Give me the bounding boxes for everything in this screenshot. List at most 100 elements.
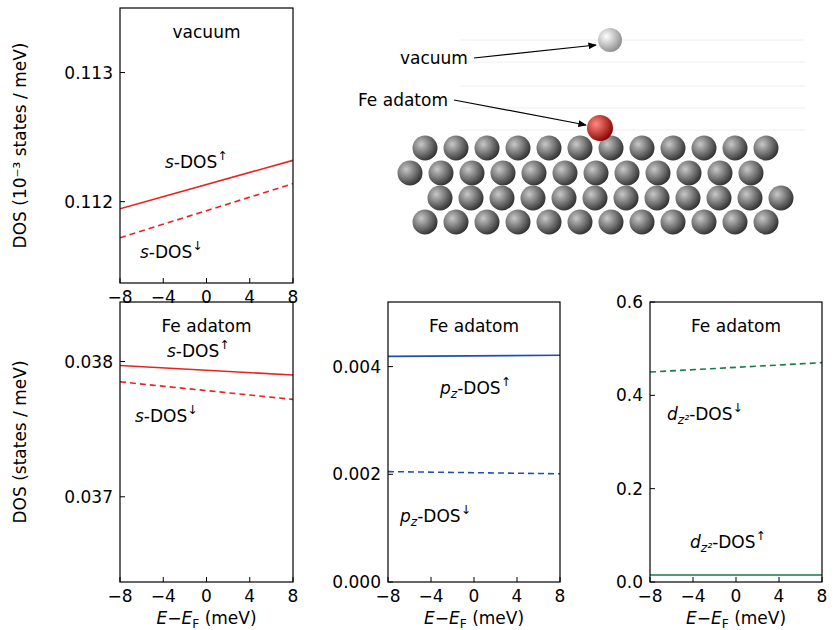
fe-adatom <box>587 115 613 141</box>
surface-atom <box>444 210 469 235</box>
x-tick-label: 8 <box>817 586 828 606</box>
x-tick <box>163 278 164 283</box>
surface-atom <box>754 136 779 161</box>
surface-atom <box>537 210 562 235</box>
x-tick-label: −4 <box>680 586 705 606</box>
surface-atom <box>429 161 454 186</box>
series-label: dz²-DOS↓ <box>667 401 743 427</box>
arrow <box>454 100 586 125</box>
surface-atom <box>475 210 500 235</box>
surface-atom <box>521 186 546 211</box>
y-tick <box>388 582 393 583</box>
surface-atom <box>676 186 701 211</box>
surface-atom <box>646 161 671 186</box>
surface-atom <box>677 161 702 186</box>
x-tick <box>206 577 207 582</box>
diagram: vacuum Fe adatom <box>358 28 805 235</box>
y-tick <box>120 361 125 362</box>
surface-atom <box>490 186 515 211</box>
guide-line <box>460 108 805 109</box>
surface-atom <box>506 136 531 161</box>
panel: −8−40480.00.20.40.6Fe adatomE−EF (meV)dz… <box>616 292 827 630</box>
surface-atom <box>707 186 732 211</box>
surface-atom <box>552 186 577 211</box>
surface-atom <box>444 136 469 161</box>
x-axis-title: E−EF (meV) <box>156 608 256 630</box>
x-tick-label: 0 <box>201 586 212 606</box>
y-tick-label: 0.037 <box>64 487 113 507</box>
x-tick-label: 4 <box>244 586 255 606</box>
x-tick-label: −4 <box>418 586 443 606</box>
y-tick <box>388 474 393 475</box>
surface-atom <box>645 186 670 211</box>
x-tick-label: 4 <box>512 586 523 606</box>
surface-atom <box>661 136 686 161</box>
y-axis-title: DOS (states / meV) <box>10 360 30 523</box>
y-tick-label: 0.004 <box>332 357 381 377</box>
x-tick <box>474 577 475 582</box>
series-line <box>388 472 560 474</box>
plot-frame <box>388 302 560 582</box>
y-tick <box>650 582 655 583</box>
panel-title: Fe adatom <box>429 316 519 336</box>
plot-area <box>650 363 822 575</box>
x-tick <box>206 278 207 283</box>
y-tick-label: 0.0 <box>616 572 643 592</box>
surface-atom <box>428 186 453 211</box>
x-tick-label: −8 <box>107 586 132 606</box>
x-tick <box>293 577 294 582</box>
x-tick <box>163 577 164 582</box>
guide-line <box>460 86 805 87</box>
x-tick <box>293 278 294 283</box>
surface-atom <box>599 210 624 235</box>
panel-title: vacuum <box>173 22 241 42</box>
x-tick <box>120 278 121 283</box>
x-tick <box>822 577 823 582</box>
y-tick-label: 0.002 <box>332 464 381 484</box>
y-tick <box>120 72 125 73</box>
x-tick-label: 0 <box>469 586 480 606</box>
plot-frame <box>120 302 293 582</box>
panel: −8−40480.0370.038Fe adatomE−EF (meV)DOS … <box>10 302 298 630</box>
diagram-label: vacuum <box>400 48 468 68</box>
x-axis-title: E−EF (meV) <box>686 608 786 630</box>
x-tick-label: −4 <box>151 287 176 307</box>
surface-atom <box>583 186 608 211</box>
series-label: dz²-DOS↑ <box>690 529 766 555</box>
surface-atom <box>506 210 531 235</box>
y-tick <box>650 302 655 303</box>
panel-title: Fe adatom <box>691 316 781 336</box>
x-tick <box>431 577 432 582</box>
surface-atom <box>584 161 609 186</box>
series-label: s-DOS↑ <box>167 338 230 361</box>
x-axis-title: E−EF (meV) <box>424 608 524 630</box>
plot-area <box>388 355 560 473</box>
x-tick-label: 8 <box>555 586 566 606</box>
x-tick <box>693 577 694 582</box>
plot-area <box>120 366 293 400</box>
surface-atom <box>754 210 779 235</box>
series-label: s-DOS↑ <box>165 149 228 172</box>
surface-atom <box>568 136 593 161</box>
surface-atom <box>738 186 763 211</box>
x-tick <box>517 577 518 582</box>
surface-atom <box>537 136 562 161</box>
x-tick <box>120 577 121 582</box>
surface-atom <box>630 136 655 161</box>
diagram-label: Fe adatom <box>358 90 448 110</box>
series-line <box>650 363 822 372</box>
y-axis-title: DOS (10⁻³ states / meV) <box>10 43 30 249</box>
surface-atom <box>614 186 639 211</box>
surface-atom <box>739 161 764 186</box>
surface-atom <box>491 161 516 186</box>
x-tick <box>736 577 737 582</box>
vacuum-point <box>598 28 622 52</box>
series-label: pz-DOS↓ <box>399 503 471 529</box>
surface-atom <box>522 161 547 186</box>
guide-line <box>460 40 805 41</box>
series-label: s-DOS↓ <box>140 239 203 262</box>
surface-atom <box>661 210 686 235</box>
y-tick <box>388 366 393 367</box>
surface-atom <box>475 136 500 161</box>
guide-line <box>460 130 805 131</box>
